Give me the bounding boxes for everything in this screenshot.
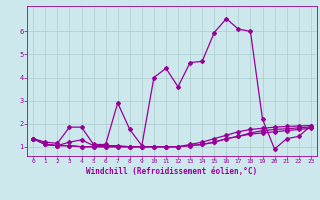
X-axis label: Windchill (Refroidissement éolien,°C): Windchill (Refroidissement éolien,°C) [86, 167, 258, 176]
